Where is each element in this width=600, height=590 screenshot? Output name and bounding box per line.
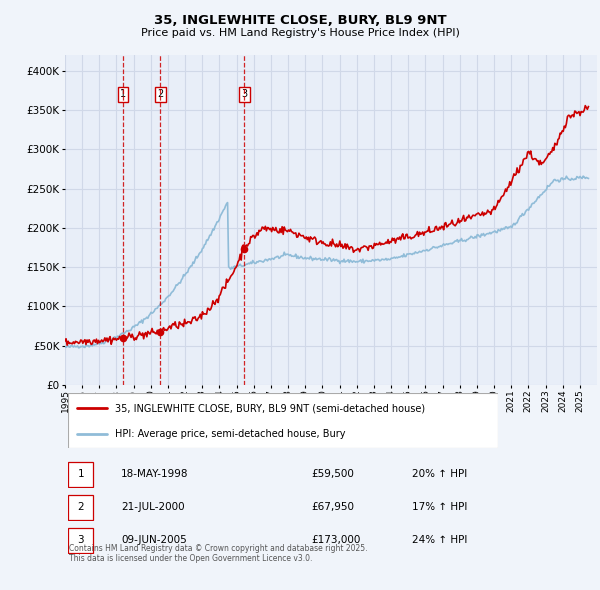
Text: 09-JUN-2005: 09-JUN-2005 [121,535,187,545]
Text: 35, INGLEWHITE CLOSE, BURY, BL9 9NT (semi-detached house): 35, INGLEWHITE CLOSE, BURY, BL9 9NT (sem… [115,404,425,414]
Text: 1: 1 [120,89,126,99]
Text: £59,500: £59,500 [312,469,355,479]
FancyBboxPatch shape [68,462,94,487]
Text: £67,950: £67,950 [312,502,355,512]
Text: 2: 2 [77,502,84,512]
Text: Contains HM Land Registry data © Crown copyright and database right 2025.
This d: Contains HM Land Registry data © Crown c… [69,544,367,563]
Text: 35, INGLEWHITE CLOSE, BURY, BL9 9NT: 35, INGLEWHITE CLOSE, BURY, BL9 9NT [154,14,446,27]
FancyBboxPatch shape [68,495,94,520]
Text: 20% ↑ HPI: 20% ↑ HPI [413,469,468,479]
Text: £173,000: £173,000 [312,535,361,545]
Text: Price paid vs. HM Land Registry's House Price Index (HPI): Price paid vs. HM Land Registry's House … [140,28,460,38]
Text: 3: 3 [77,535,84,545]
FancyBboxPatch shape [68,393,498,448]
Text: 18-MAY-1998: 18-MAY-1998 [121,469,188,479]
Text: 17% ↑ HPI: 17% ↑ HPI [413,502,468,512]
Text: 21-JUL-2000: 21-JUL-2000 [121,502,185,512]
FancyBboxPatch shape [68,528,94,553]
Text: 24% ↑ HPI: 24% ↑ HPI [413,535,468,545]
Text: 2: 2 [157,89,163,99]
Text: HPI: Average price, semi-detached house, Bury: HPI: Average price, semi-detached house,… [115,430,346,439]
Text: 3: 3 [241,89,247,99]
Text: 1: 1 [77,469,84,479]
